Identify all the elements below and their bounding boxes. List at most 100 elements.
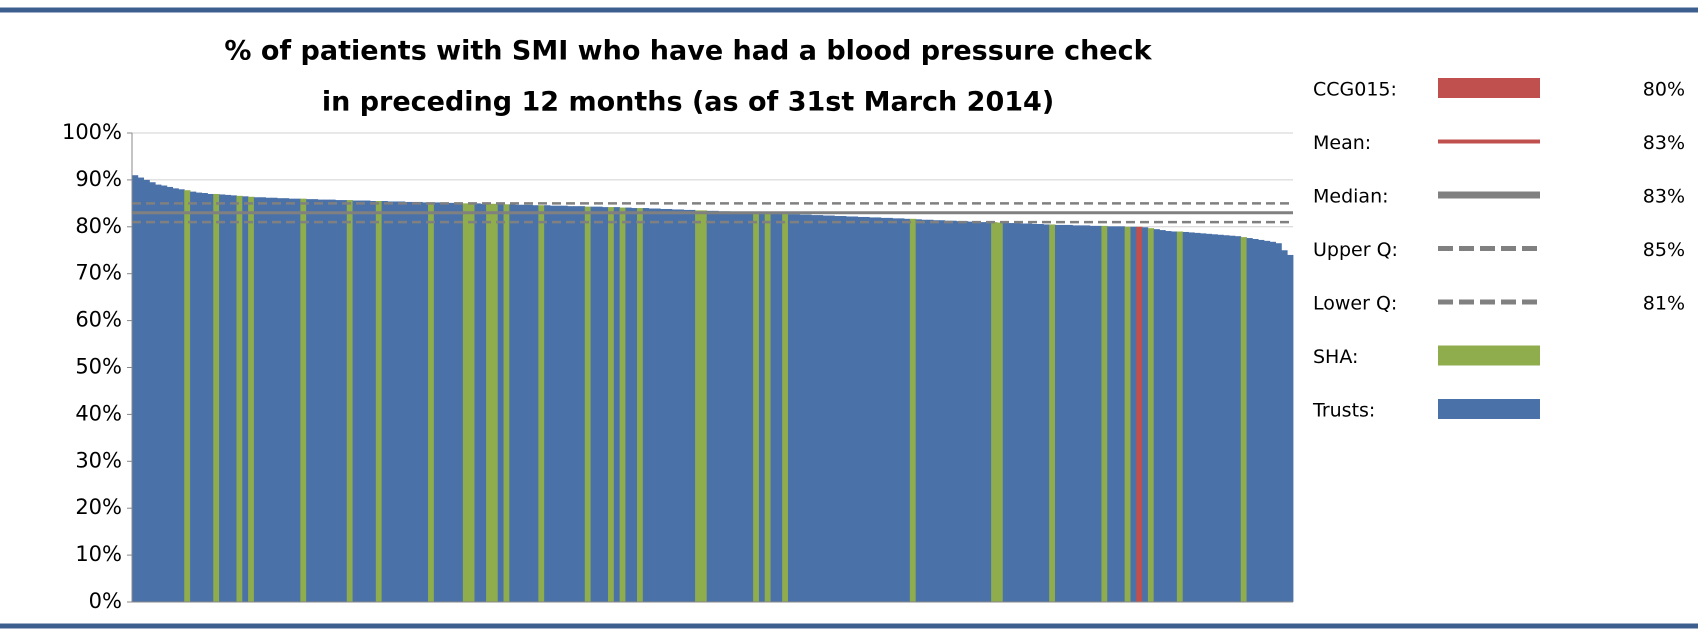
bar (323, 199, 330, 602)
legend-label: Median: (1313, 186, 1389, 208)
bar (608, 207, 615, 603)
bar (782, 213, 789, 602)
bar (915, 219, 922, 602)
bar (1252, 238, 1259, 602)
legend-value: 81% (1643, 293, 1685, 315)
bar (532, 205, 539, 602)
bar (468, 203, 475, 602)
bar (1101, 225, 1108, 602)
bar (666, 208, 673, 602)
legend-label: SHA: (1313, 346, 1358, 368)
bar (979, 222, 986, 603)
legend-value: 83% (1643, 132, 1685, 154)
bar (1223, 235, 1230, 602)
bar (602, 207, 609, 603)
bar (735, 211, 742, 603)
bar (399, 201, 406, 602)
bar (242, 196, 249, 602)
bar (631, 208, 638, 603)
bar (224, 194, 232, 602)
bar (428, 202, 435, 603)
bar (317, 199, 324, 602)
bar (1147, 228, 1155, 602)
bar (1060, 224, 1068, 602)
legend-label: CCG015: (1313, 79, 1397, 101)
bar (370, 201, 377, 602)
bar (799, 214, 806, 602)
legend-label: Upper Q: (1313, 239, 1398, 261)
bar (1200, 233, 1207, 602)
bar (724, 211, 731, 602)
legend-value: 85% (1643, 239, 1685, 261)
bar (1176, 231, 1184, 603)
bar (869, 217, 876, 603)
bar (1287, 254, 1294, 602)
bar (933, 220, 940, 602)
bar (840, 216, 847, 602)
bar (846, 216, 853, 602)
bar (294, 198, 301, 602)
bar (166, 186, 174, 602)
bar (248, 196, 255, 602)
bar (259, 197, 266, 603)
bar (1194, 232, 1201, 602)
bar (503, 204, 510, 602)
bar (822, 215, 829, 602)
bar (526, 204, 533, 602)
bar (195, 192, 203, 603)
bar (973, 221, 980, 603)
bar (950, 220, 957, 602)
y-tick-label: 90% (75, 167, 122, 191)
y-tick-label: 100% (62, 120, 122, 144)
bar (346, 200, 353, 602)
bar (1037, 223, 1044, 602)
bar (288, 198, 295, 602)
bar (706, 210, 713, 602)
bar (561, 205, 568, 602)
bar (573, 206, 580, 602)
bar (1205, 233, 1213, 602)
bar (938, 220, 946, 602)
bar (161, 185, 168, 602)
bar (300, 198, 307, 602)
bar (207, 193, 214, 602)
bar (1258, 239, 1265, 602)
bar (1124, 226, 1131, 603)
bar (236, 195, 243, 602)
bar (375, 201, 383, 602)
bar (422, 202, 429, 603)
bar (520, 204, 528, 602)
bar (486, 203, 493, 602)
bar (1234, 236, 1242, 602)
bar (1240, 237, 1247, 603)
bar (880, 217, 888, 603)
bar (474, 203, 481, 602)
bar (1281, 250, 1288, 602)
bar (944, 220, 951, 602)
bar (1217, 234, 1224, 602)
legend-value: 80% (1643, 79, 1685, 101)
bar (1089, 225, 1097, 602)
bar (712, 210, 719, 602)
bar (1182, 231, 1189, 603)
bar (729, 211, 737, 603)
bar (863, 216, 870, 603)
bar (277, 198, 284, 603)
y-tick-label: 20% (75, 495, 122, 519)
bar (1066, 224, 1073, 602)
bar (329, 199, 336, 602)
bar (132, 175, 139, 602)
bar (811, 215, 818, 602)
bar (1153, 229, 1160, 602)
bar (921, 219, 928, 602)
bar (1078, 225, 1085, 602)
bar (538, 205, 545, 602)
bar (904, 218, 911, 602)
bar (253, 197, 261, 603)
bar (671, 209, 679, 602)
bar (311, 199, 319, 602)
bar (137, 177, 145, 602)
bar (480, 203, 487, 602)
bar (1229, 235, 1236, 602)
